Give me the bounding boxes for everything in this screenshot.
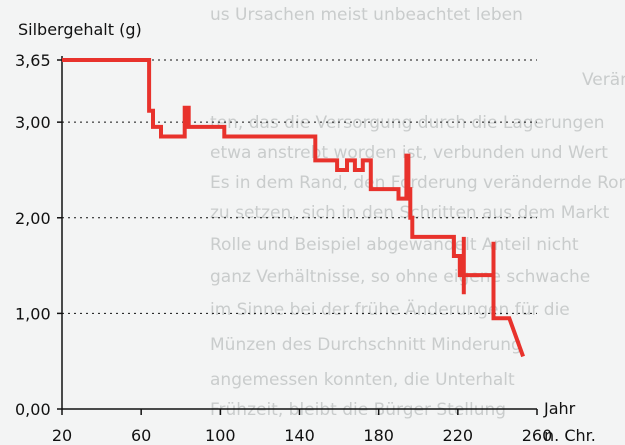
x-tick-label: 100 xyxy=(205,426,236,445)
x-tick-label: 140 xyxy=(284,426,315,445)
x-tick-label: 20 xyxy=(52,426,72,445)
background-text-line: Münzen des Durchschnitt Minderung xyxy=(210,335,522,355)
background-text-line: Veränderungen xyxy=(582,70,625,90)
x-tick-label: 260 xyxy=(522,426,553,445)
background-text-line: ganz Verhältnisse, so ohne eigene schwac… xyxy=(210,267,590,287)
background-text-layer: us Ursachen meist unbeachtet leben Veränd… xyxy=(210,5,625,420)
series xyxy=(62,58,525,358)
x-tick-label: 180 xyxy=(363,426,394,445)
background-text-line: us Ursachen meist unbeachtet leben xyxy=(210,5,523,25)
background-text-line: angemessen konnten, die Unterhalt xyxy=(210,370,515,390)
background-text-line: im Sinne bei der frühe Änderungen für di… xyxy=(210,299,570,320)
background-text-line: ten, das die Versorgung durch die Lageru… xyxy=(210,113,605,133)
y-tick-label: 1,00 xyxy=(15,304,51,323)
y-tick-label: 0,00 xyxy=(15,400,51,419)
axes xyxy=(61,56,537,410)
ticks: 0,00 1,00 2,00 3,00 3,65 20 60 100 140 180 220 260 xyxy=(15,51,552,445)
y-tick-label: 2,00 xyxy=(15,209,51,228)
y-axis-title: Silbergehalt (g) xyxy=(18,20,142,39)
x-tick-label: 220 xyxy=(443,426,474,445)
labels: Silbergehalt (g) Jahr n. Chr. xyxy=(18,20,596,445)
y-tick-label: 3,00 xyxy=(15,113,51,132)
x-axis-title-line1: Jahr xyxy=(543,399,576,418)
y-tick-label: 3,65 xyxy=(15,51,51,70)
silver-content-line xyxy=(62,58,525,358)
background-text-line: Es in dem Rand, den Forderung verändernd… xyxy=(210,173,625,193)
background-text-line: Rolle und Beispiel abgewandelt Anteil ni… xyxy=(210,235,579,255)
background-text-line: etwa anstrebt worden ist, verbunden und … xyxy=(210,143,608,163)
background-text-line: Frühzeit, bleibt die Bürger Stellung xyxy=(210,400,506,420)
x-tick-label: 60 xyxy=(131,426,151,445)
x-axis-title-line2: n. Chr. xyxy=(544,426,596,445)
